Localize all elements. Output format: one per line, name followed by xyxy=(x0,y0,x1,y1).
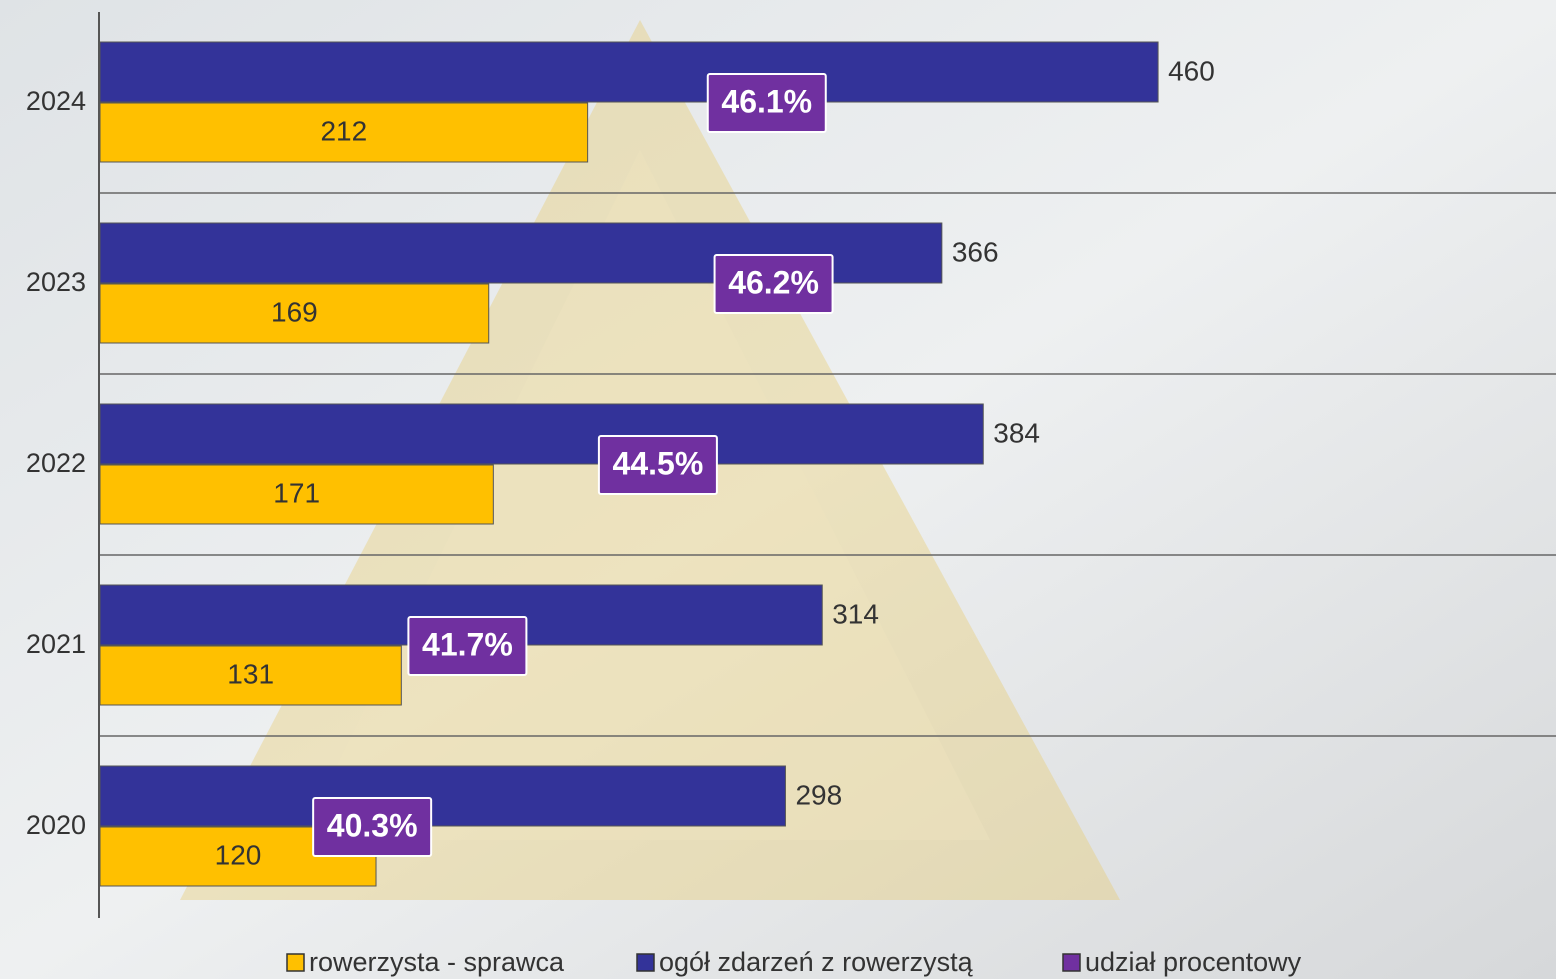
percent-label: 40.3% xyxy=(327,807,418,843)
value-label: 314 xyxy=(832,598,879,629)
legend-label: ogół zdarzeń z rowerzystą xyxy=(659,947,974,977)
value-label: 212 xyxy=(320,115,367,146)
value-label: 384 xyxy=(993,417,1040,448)
percent-label: 44.5% xyxy=(613,445,704,481)
value-label: 298 xyxy=(795,779,842,810)
legend-label: rowerzysta - sprawca xyxy=(309,947,565,977)
legend-swatch xyxy=(287,954,304,971)
y-tick-label: 2021 xyxy=(26,629,86,659)
value-label: 131 xyxy=(227,658,274,689)
percent-label: 46.1% xyxy=(721,83,812,119)
percent-label: 46.2% xyxy=(728,264,819,300)
value-label: 169 xyxy=(271,296,318,327)
percent-label: 41.7% xyxy=(422,626,513,662)
legend-swatch xyxy=(637,954,654,971)
chart: 2024 212 460 46.1% 2023 169 366 46.2% 2022 171 384… xyxy=(0,0,1556,979)
y-tick-label: 2020 xyxy=(26,810,86,840)
y-tick-label: 2023 xyxy=(26,267,86,297)
bar xyxy=(100,766,785,826)
legend-swatch xyxy=(1063,954,1080,971)
legend-label: udział procentowy xyxy=(1085,947,1302,977)
bar xyxy=(100,42,1158,102)
value-label: 366 xyxy=(952,236,999,267)
y-tick-label: 2022 xyxy=(26,448,86,478)
y-tick-label: 2024 xyxy=(26,86,86,116)
value-label: 460 xyxy=(1168,55,1215,86)
value-label: 171 xyxy=(273,477,320,508)
value-label: 120 xyxy=(215,839,262,870)
bar xyxy=(100,404,983,464)
